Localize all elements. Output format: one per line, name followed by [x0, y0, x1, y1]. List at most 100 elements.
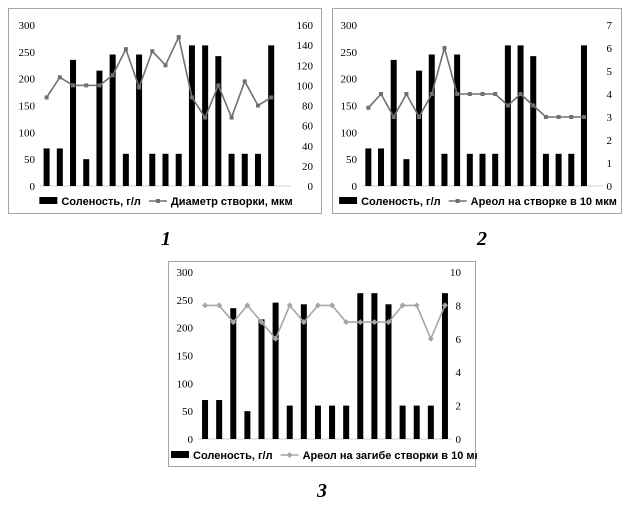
- legend-swatch-salinity: [339, 197, 358, 204]
- salinity-bar: [413, 405, 420, 439]
- y-right-tick-label: 6: [456, 334, 462, 346]
- series-point: [242, 79, 247, 84]
- salinity-bar: [314, 405, 321, 439]
- legend-label-salinity: Соленость, г/л: [61, 196, 141, 208]
- salinity-bar: [136, 54, 143, 187]
- salinity-bar: [357, 293, 364, 439]
- salinity-bar: [230, 308, 237, 439]
- caption-2: 2: [477, 228, 487, 250]
- y-right-tick-label: 0: [456, 434, 462, 446]
- salinity-bar: [96, 70, 103, 186]
- series-point: [97, 83, 102, 88]
- salinity-bar: [216, 400, 223, 439]
- y-right-tick-label: 2: [607, 135, 613, 147]
- series-point: [255, 103, 260, 108]
- y-right-tick-label: 100: [297, 80, 314, 92]
- y-right-tick-label: 1: [607, 158, 613, 170]
- series-point: [417, 115, 422, 119]
- y-left-tick-label: 50: [182, 406, 194, 418]
- series-point: [569, 115, 574, 119]
- series-point: [556, 115, 561, 119]
- y-left-tick-label: 0: [188, 434, 194, 446]
- y-left-tick-label: 200: [177, 323, 194, 335]
- salinity-bar: [378, 148, 385, 186]
- series-point: [391, 115, 396, 119]
- salinity-bar: [43, 148, 50, 186]
- series-point: [272, 335, 279, 342]
- salinity-bar: [202, 400, 209, 439]
- salinity-bar: [228, 153, 235, 186]
- y-left-tick-label: 150: [19, 101, 36, 113]
- legend-label-line: Диаметр створки, мкм: [171, 196, 293, 208]
- series-point: [480, 92, 485, 96]
- salinity-bar: [390, 59, 397, 187]
- y-left-tick-label: 100: [341, 127, 358, 139]
- y-left-tick-label: 100: [19, 127, 36, 139]
- salinity-bar: [268, 45, 275, 186]
- series-point: [57, 75, 62, 80]
- y-right-tick-label: 60: [302, 121, 314, 133]
- y-left-tick-label: 0: [352, 181, 358, 193]
- legend-marker: [286, 452, 293, 458]
- salinity-bar: [403, 159, 410, 186]
- series-point: [216, 302, 223, 309]
- y-left-tick-label: 100: [177, 378, 194, 390]
- series-point: [493, 92, 498, 96]
- series-point: [581, 115, 586, 119]
- series-point: [455, 92, 460, 96]
- y-right-tick-label: 8: [456, 300, 462, 312]
- legend-marker: [155, 199, 160, 203]
- series-point: [244, 302, 251, 309]
- salinity-bar: [70, 59, 77, 187]
- y-right-tick-label: 10: [450, 267, 462, 279]
- y-left-tick-label: 200: [341, 74, 358, 86]
- series-point: [44, 95, 49, 100]
- legend: Соленость, г/л Ареол на загибе створки в …: [171, 450, 477, 462]
- salinity-bar: [555, 153, 562, 186]
- series-point: [329, 302, 336, 309]
- salinity-bar: [427, 405, 434, 439]
- series-point: [189, 95, 194, 100]
- series-point: [343, 319, 350, 326]
- series-point: [110, 73, 115, 78]
- series-point: [202, 302, 209, 309]
- series-point: [385, 319, 392, 326]
- y-right-tick-label: 6: [607, 43, 613, 55]
- legend-label-line: Ареол на загибе створки в 10 мкм: [303, 450, 477, 462]
- series-point: [150, 49, 155, 54]
- salinity-bar: [254, 153, 261, 186]
- series-point: [371, 319, 378, 326]
- y-right-tick-label: 4: [607, 89, 613, 101]
- salinity-bar: [492, 153, 499, 186]
- salinity-bar: [162, 153, 169, 186]
- series-point: [203, 115, 208, 120]
- legend-swatch-salinity: [39, 197, 58, 204]
- legend: Соленость, г/л Диаметр створки, мкм: [39, 196, 293, 208]
- y-left-tick-label: 150: [341, 101, 358, 113]
- y-right-tick-label: 80: [302, 101, 314, 113]
- salinity-bar: [441, 153, 448, 186]
- legend-label-salinity: Соленость, г/л: [361, 196, 441, 208]
- y-left-tick-label: 50: [346, 154, 358, 166]
- series-point: [399, 302, 406, 309]
- series-point: [229, 115, 234, 120]
- salinity-bar: [244, 411, 251, 439]
- chart-svg-1: 0 50 100 150 200 250 300 0 20 40 60 80 100 120 140 160 С…: [19, 20, 314, 208]
- salinity-bar: [371, 293, 378, 439]
- legend-marker: [455, 199, 460, 203]
- salinity-bar: [149, 153, 156, 186]
- series-point: [379, 92, 384, 96]
- series-point: [543, 115, 548, 119]
- series-point: [84, 83, 89, 88]
- series-point: [357, 319, 364, 326]
- salinity-bar: [258, 319, 265, 439]
- series-line: [367, 44, 584, 119]
- y-right-tick-label: 7: [607, 20, 613, 32]
- chart-panel-1: 0 50 100 150 200 250 300 0 20 40 60 80 100 120 140 160 С…: [8, 8, 322, 214]
- salinity-bar: [241, 153, 248, 186]
- series-line: [45, 34, 272, 120]
- series-point: [286, 302, 293, 309]
- salinity-bar: [479, 153, 486, 186]
- salinity-bar: [286, 405, 293, 439]
- legend: Соленость, г/л Ареол на створке в 10 мкм: [339, 196, 617, 208]
